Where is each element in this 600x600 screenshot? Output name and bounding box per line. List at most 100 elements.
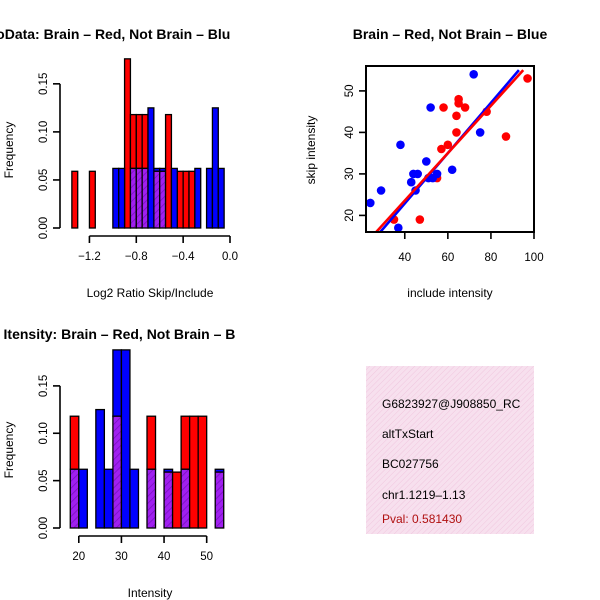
brain-point [454,94,463,104]
hist-bar [176,170,184,229]
hist-bar [188,415,199,529]
intensity-scatter-title: Brain – Red, Not Brain – Blue [353,26,548,42]
hist-bar [78,468,88,529]
y-tick-label: 0.00 [38,217,50,239]
info-line-probe-id: G6823927@J908850_RC [382,397,521,411]
x-tick-label: 100 [524,252,543,264]
y-tick-label: 0.15 [38,73,50,95]
hist-bar [147,107,155,229]
not-brain-point [426,103,435,112]
hist-bar [129,113,137,170]
hist-bar [146,415,157,470]
y-tick-label: 0.05 [38,169,50,191]
brain-fit-line [374,69,525,232]
y-tick-label: 20 [344,209,356,222]
not-brain-point [366,198,375,208]
not-brain-point [475,128,485,137]
brain-point [439,103,448,112]
hist-bar-overlap [180,468,191,529]
not-brain-point [394,223,403,232]
not-brain-point [396,140,405,150]
hist-bar [171,471,182,529]
hist-bar [69,415,80,470]
brain-point [415,215,425,224]
y-tick-label: 0.10 [38,121,50,143]
hist-bar [112,349,123,417]
x-tick-label: 30 [115,551,128,563]
ratio-histogram: RatioData: Brain – Red, Not Brain – Blu … [0,26,238,300]
y-tick-label: 0.00 [38,517,50,539]
x-tick-label: −0.4 [172,251,195,263]
hist-bar [135,113,143,170]
x-tick-label: −0.8 [125,251,148,263]
brain-point [523,74,532,83]
hist-bar-overlap [163,471,174,529]
hist-bar-overlap [153,170,161,229]
hist-bar [120,349,131,529]
info-line-location: chr1.1219–1.13 [382,488,466,502]
hist-bar-overlap [112,415,123,529]
hist-bar [197,415,208,529]
ratio-histogram-xlabel: Log2 Ratio Skip/Include [87,286,214,300]
info-line-event-type: altTxStart [382,427,434,441]
scatter-frame [365,65,535,233]
brain-point [452,111,461,121]
intensity-scatter-ylabel: skip intensity [304,116,318,185]
hist-bar [180,415,191,470]
hist-bar-overlap [135,167,143,229]
hist-bar-overlap [141,167,149,229]
hist-bar [194,167,202,229]
hist-bar [188,170,196,229]
hist-bar-overlap [129,167,137,229]
x-tick-label: 40 [158,551,171,563]
brain-point [452,128,461,137]
hist-bar [164,113,173,229]
y-tick-label: 50 [344,85,356,98]
hist-bar [182,170,190,229]
hist-bar-overlap [159,170,167,229]
intensity-scatter-xlabel: include intensity [407,286,492,300]
hist-bar [170,167,178,229]
info-line-accession: BC027756 [382,457,439,471]
intensity-scatter: Brain – Red, Not Brain – Blue include in… [304,26,547,300]
not-brain-point [422,157,431,166]
info-pval: Pval: 0.581430 [382,512,462,526]
y-tick-label: 0.10 [38,422,50,444]
brain-point [460,103,470,112]
y-tick-label: 0.05 [38,469,50,491]
hist-bar [141,113,149,170]
x-tick-label: 60 [441,252,454,264]
info-panel: G6823927@J908850_RC altTxStart BC027756 … [366,366,534,534]
hist-bar [118,167,126,229]
y-tick-label: 40 [344,126,356,139]
not-brain-point [432,169,442,179]
hist-bar-overlap [69,468,80,529]
x-tick-label: 50 [200,551,213,563]
hist-bar [123,58,132,229]
y-tick-label: 0.15 [38,375,50,397]
gene-intensity-histogram-ylabel: Frequency [2,422,16,479]
x-tick-label: −1.2 [78,251,101,263]
hist-bar [88,170,96,229]
gene-intensity-histogram-title: Gene Itensity: Brain – Red, Not Brain – … [0,326,235,342]
brain-point [443,140,453,150]
hist-bar [217,167,225,229]
x-tick-label: 20 [72,551,85,563]
not-brain-point [406,177,416,187]
brain-point [437,144,446,154]
not-brain-point [447,165,457,175]
x-tick-label: 40 [398,252,411,264]
info-panel-background [366,366,534,534]
not-brain-point [376,186,386,195]
hist-bar [103,468,114,529]
hist-bar [205,167,214,229]
hist-bar-overlap [214,471,225,529]
x-tick-label: 80 [485,252,498,264]
y-tick-label: 30 [344,168,356,181]
x-tick-label: 0.0 [222,251,238,263]
hist-bar [95,408,106,529]
hist-bar [211,107,219,229]
brain-point [501,132,511,141]
gene-intensity-histogram: Gene Itensity: Brain – Red, Not Brain – … [0,326,235,600]
